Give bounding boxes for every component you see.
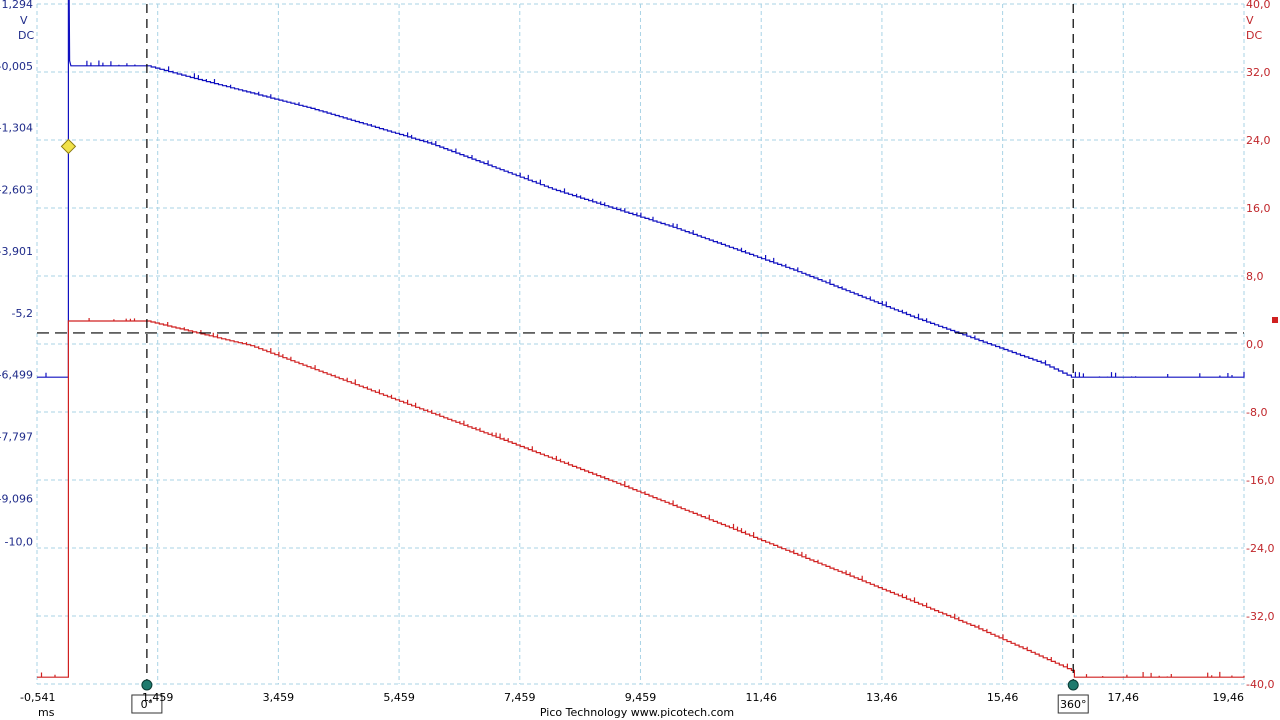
channel-a-trace bbox=[37, 0, 1245, 378]
left-axis-tick: -1,304 bbox=[0, 122, 33, 135]
right-axis-tick: -16,0 bbox=[1246, 474, 1274, 487]
trigger-marker-icon[interactable] bbox=[60, 138, 77, 155]
right-axis-labels: 40,0 32,0 24,0 16,0 8,0 0,0 -8,0 -16,0 -24,0 -32,… bbox=[1246, 0, 1274, 691]
right-axis-coupling-label: DC bbox=[1246, 29, 1262, 42]
right-axis-tick: 0,0 bbox=[1246, 338, 1264, 351]
time-ruler-left-handle-icon[interactable] bbox=[141, 679, 153, 691]
right-axis-tick: 24,0 bbox=[1246, 134, 1271, 147]
channel-b-trace bbox=[37, 318, 1245, 678]
x-axis-tick: 11,46 bbox=[745, 691, 777, 704]
right-axis-tick: 16,0 bbox=[1246, 202, 1271, 215]
left-axis-tick: -5,2 bbox=[12, 307, 33, 320]
x-axis-tick: 17,46 bbox=[1108, 691, 1140, 704]
right-axis-tick: -32,0 bbox=[1246, 610, 1274, 623]
right-axis-tick: -24,0 bbox=[1246, 542, 1274, 555]
phase-label-360: 360° bbox=[1057, 694, 1089, 714]
left-axis-coupling-label: DC bbox=[18, 29, 34, 42]
x-axis-tick: 9,459 bbox=[625, 691, 657, 704]
x-axis-unit-label: ms bbox=[38, 706, 55, 719]
right-axis-tick: 8,0 bbox=[1246, 270, 1264, 283]
time-ruler-right-handle-icon[interactable] bbox=[1067, 679, 1079, 691]
x-axis-tick: 7,459 bbox=[504, 691, 536, 704]
left-axis-tick: -7,797 bbox=[0, 430, 33, 443]
traces-layer bbox=[37, 0, 1245, 678]
grid-layer bbox=[36, 3, 1245, 685]
x-axis-labels: -0,541 1,459 3,459 5,459 7,459 9,459 11,46 13,4… bbox=[20, 691, 1244, 704]
x-axis-tick: 1,459 bbox=[142, 691, 174, 704]
right-axis-unit-label: V bbox=[1246, 14, 1254, 27]
left-axis-tick: -0,005 bbox=[0, 60, 33, 73]
x-axis-tick: -0,541 bbox=[20, 691, 55, 704]
right-axis-tick: 32,0 bbox=[1246, 66, 1271, 79]
left-axis-tick: -2,603 bbox=[0, 183, 33, 196]
left-axis-labels: 1,294 -0,005 -1,304 -2,603 -3,901 -5,2 -6,499 -… bbox=[0, 0, 33, 548]
x-axis-tick: 19,46 bbox=[1213, 691, 1245, 704]
x-axis-tick: 13,46 bbox=[866, 691, 898, 704]
left-axis-unit-label: V bbox=[20, 14, 28, 27]
x-axis-tick: 15,46 bbox=[987, 691, 1019, 704]
left-axis-tick: -10,0 bbox=[5, 535, 33, 548]
left-axis-tick: -9,096 bbox=[0, 492, 33, 505]
right-axis-tick: 40,0 bbox=[1246, 0, 1271, 11]
right-axis-tick: -8,0 bbox=[1246, 406, 1267, 419]
signal-ruler-handle-icon[interactable] bbox=[1272, 317, 1278, 323]
rulers-layer[interactable]: 0° 360° bbox=[37, 4, 1244, 714]
phase-label-0-text: 0° bbox=[141, 698, 154, 711]
right-axis-tick: -40,0 bbox=[1246, 678, 1274, 691]
phase-label-360-text: 360° bbox=[1060, 698, 1087, 711]
left-axis-tick: -6,499 bbox=[0, 369, 33, 382]
x-axis-tick: 5,459 bbox=[383, 691, 415, 704]
footer-credit: Pico Technology www.picotech.com bbox=[540, 706, 734, 719]
left-axis-tick: -3,901 bbox=[0, 245, 33, 258]
phase-label-0: 0° bbox=[131, 694, 163, 714]
left-axis-tick: 1,294 bbox=[2, 0, 34, 11]
x-axis-tick: 3,459 bbox=[263, 691, 295, 704]
